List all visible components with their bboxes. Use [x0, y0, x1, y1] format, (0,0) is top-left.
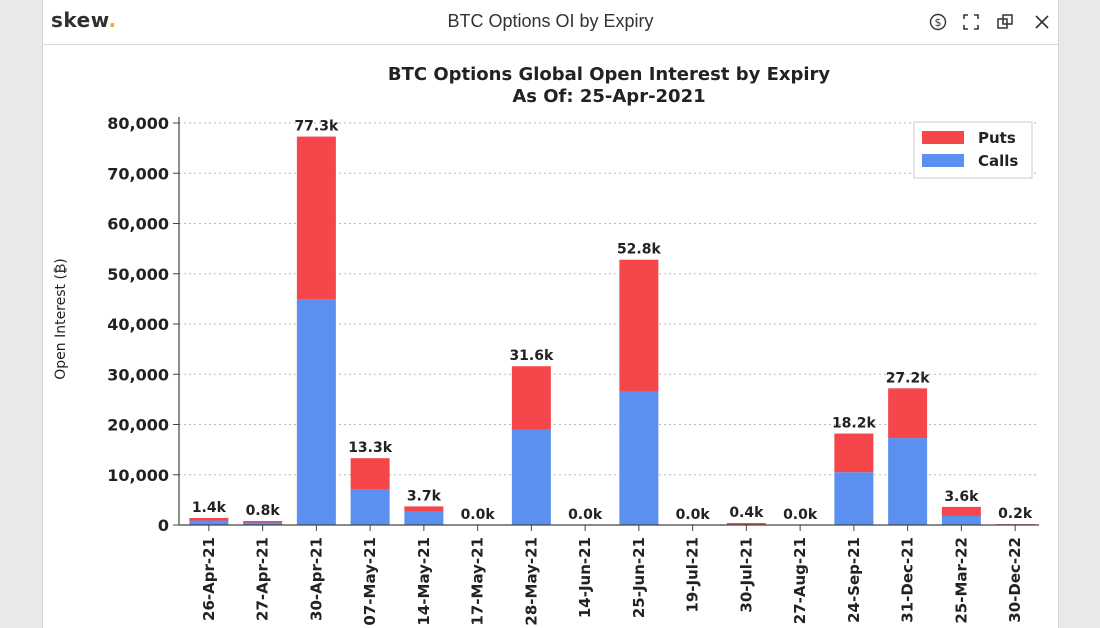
bar-total-label: 0.0k — [676, 507, 711, 523]
bar-total-label: 13.3k — [348, 440, 393, 456]
bar-calls — [941, 515, 981, 525]
bar-total-label: 0.8k — [246, 503, 281, 519]
legend-swatch-puts — [922, 131, 964, 144]
y-axis-label: Open Interest (₿) — [53, 258, 69, 380]
x-tick-label: 27-Apr-21 — [254, 537, 272, 621]
y-tick-label: 50,000 — [107, 265, 169, 284]
chart-window: skew. BTC Options OI by Expiry $ BT — [42, 0, 1059, 628]
bar-total-label: 0.0k — [461, 507, 496, 523]
bar-calls — [243, 522, 283, 525]
bar-puts — [834, 433, 874, 473]
fullscreen-icon[interactable] — [960, 11, 982, 33]
bar-calls — [350, 489, 390, 525]
x-tick-label: 25-Jun-21 — [630, 537, 648, 618]
bar-puts — [243, 520, 283, 523]
y-tick-label: 80,000 — [107, 114, 169, 133]
bar-total-label: 0.0k — [568, 507, 603, 523]
dollar-icon[interactable]: $ — [927, 11, 949, 33]
x-tick-label: 19-Jul-21 — [684, 537, 702, 613]
bar-total-label: 18.2k — [832, 416, 877, 432]
x-tick-label: 14-Jun-21 — [576, 537, 594, 618]
bar-puts — [511, 366, 551, 430]
svg-text:$: $ — [935, 16, 942, 29]
y-axis-ticks: 0 10,000 20,000 30,000 40,000 50,000 60,000 70,… — [107, 114, 179, 535]
chart-area: BTC Options Global Open Interest by Expi… — [53, 64, 1039, 626]
data-labels: 1.4k 0.8k 77.3k 13.3k 3.7k 0.0k 31.6k 0.0k 52.8k… — [192, 119, 1033, 523]
chart-title: BTC Options Global Open Interest by Expi… — [388, 64, 831, 85]
bar-calls — [404, 511, 444, 525]
x-tick-label: 27-Aug-21 — [791, 537, 809, 624]
bar-puts — [619, 259, 659, 392]
bar-puts — [726, 522, 766, 525]
popout-icon[interactable] — [994, 11, 1016, 33]
x-tick-label: 07-May-21 — [361, 537, 379, 626]
bar-calls — [888, 438, 928, 525]
x-tick-label: 14-May-21 — [415, 537, 433, 626]
chart-subtitle: As Of: 25-Apr-2021 — [512, 86, 705, 107]
bar-total-label: 0.4k — [729, 505, 764, 521]
window-titlebar: skew. BTC Options OI by Expiry $ — [43, 0, 1058, 45]
legend-label-calls: Calls — [978, 152, 1018, 170]
close-icon[interactable] — [1031, 11, 1053, 33]
bars — [189, 136, 1035, 525]
bar-total-label: 27.2k — [886, 370, 931, 386]
y-tick-label: 0 — [158, 516, 169, 535]
x-tick-label: 28-May-21 — [522, 537, 540, 626]
legend-box — [913, 121, 1033, 179]
x-tick-label: 30-Jul-21 — [737, 537, 755, 613]
x-tick-label: 17-May-21 — [469, 537, 487, 626]
bar-total-label: 3.7k — [407, 488, 442, 504]
legend-swatch-calls — [922, 154, 964, 167]
brand-logo: skew. — [51, 8, 117, 32]
bar-calls — [511, 429, 551, 525]
x-tick-label: 31-Dec-21 — [899, 537, 917, 623]
x-tick-label: 24-Sep-21 — [845, 537, 863, 623]
y-tick-label: 20,000 — [107, 416, 169, 435]
bar-calls — [296, 299, 336, 525]
x-tick-label: 30-Dec-22 — [1006, 537, 1024, 623]
bar-puts — [189, 517, 229, 521]
bar-total-label: 31.6k — [509, 348, 554, 364]
y-tick-label: 60,000 — [107, 215, 169, 234]
bar-calls — [834, 472, 874, 525]
bar-puts — [888, 388, 928, 439]
legend: Puts Calls — [913, 121, 1033, 179]
y-tick-label: 30,000 — [107, 365, 169, 384]
axes — [178, 117, 1039, 526]
y-tick-label: 40,000 — [107, 315, 169, 334]
bar-puts — [296, 136, 336, 300]
bar-total-label: 0.2k — [998, 506, 1033, 522]
x-tick-label: 30-Apr-21 — [307, 537, 325, 621]
bar-total-label: 0.0k — [783, 507, 818, 523]
legend-label-puts: Puts — [978, 129, 1016, 147]
y-tick-label: 10,000 — [107, 466, 169, 485]
window-title: BTC Options OI by Expiry — [447, 11, 654, 31]
bar-puts — [941, 506, 981, 516]
bar-calls — [619, 391, 659, 525]
bar-total-label: 1.4k — [192, 500, 227, 516]
x-tick-label: 25-Mar-22 — [952, 537, 970, 624]
bar-puts — [404, 506, 444, 512]
y-tick-label: 70,000 — [107, 164, 169, 183]
x-tick-label: 26-Apr-21 — [200, 537, 218, 621]
bar-puts — [350, 458, 390, 490]
bar-total-label: 77.3k — [294, 119, 339, 135]
bar-calls — [189, 520, 229, 525]
bar-total-label: 3.6k — [944, 489, 979, 505]
bar-total-label: 52.8k — [617, 242, 662, 258]
x-axis-ticks: 26-Apr-21 27-Apr-21 30-Apr-21 07-May-21 14-M… — [200, 525, 1024, 626]
